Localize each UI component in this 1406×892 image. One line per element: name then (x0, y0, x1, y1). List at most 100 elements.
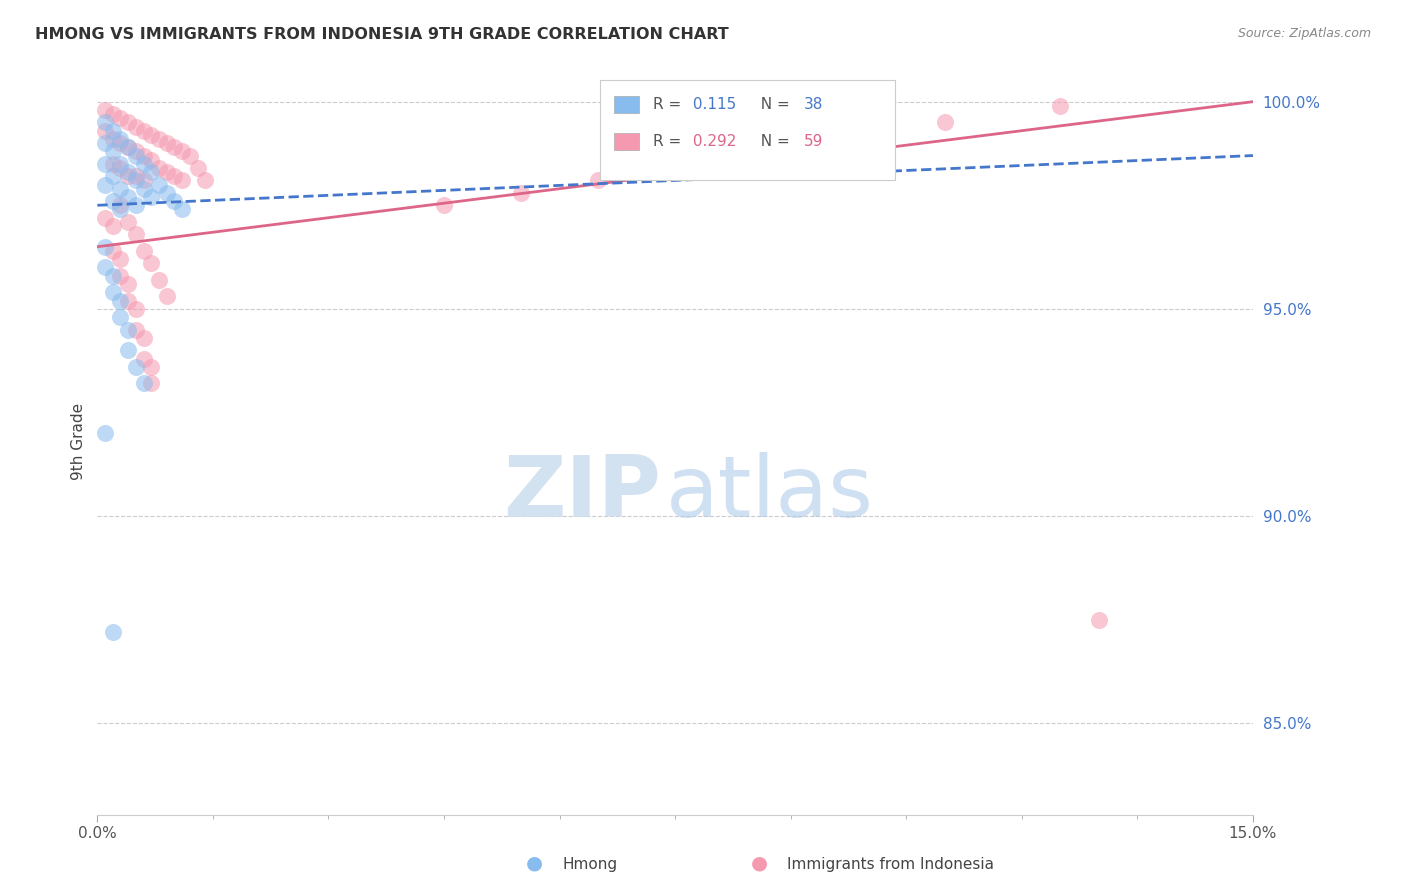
Point (94, 124, 117, 138)
Text: ●: ● (751, 854, 768, 872)
Point (117, 323, 139, 337)
Text: ●: ● (526, 854, 543, 872)
Point (110, 182, 132, 196)
Point (125, 120, 148, 134)
Text: 0.292: 0.292 (688, 134, 737, 149)
Point (117, 140, 139, 154)
Point (141, 128, 163, 142)
Point (141, 256, 163, 270)
Point (172, 145, 194, 159)
Point (163, 140, 186, 154)
Point (101, 132, 124, 146)
Point (141, 359, 163, 374)
Text: HMONG VS IMMIGRANTS FROM INDONESIA 9TH GRADE CORRELATION CHART: HMONG VS IMMIGRANTS FROM INDONESIA 9TH G… (35, 27, 728, 42)
Point (110, 161, 132, 175)
Point (125, 169, 148, 184)
Point (132, 331, 155, 345)
Point (117, 293, 139, 308)
Point (148, 132, 170, 146)
Point (741, 145, 763, 159)
Point (117, 115, 139, 129)
Point (110, 268, 132, 283)
Point (101, 285, 124, 300)
Point (179, 148, 201, 162)
Point (101, 244, 124, 258)
Point (141, 190, 163, 204)
Point (94, 211, 117, 225)
Text: atlas: atlas (666, 452, 875, 535)
Point (94, 178, 117, 192)
Point (156, 165, 179, 179)
Point (148, 161, 170, 175)
Point (664, 157, 686, 171)
Point (110, 198, 132, 212)
Point (110, 293, 132, 308)
Point (125, 323, 148, 337)
Point (148, 178, 170, 192)
Point (101, 625, 124, 640)
Point (148, 273, 170, 287)
Point (125, 173, 148, 187)
Point (132, 124, 155, 138)
Point (94, 136, 117, 150)
Point (125, 198, 148, 212)
Point (1049, 99, 1071, 113)
Point (110, 310, 132, 325)
Text: Hmong: Hmong (562, 857, 617, 872)
Point (101, 145, 124, 159)
Point (125, 301, 148, 316)
Point (94, 115, 117, 129)
Point (934, 115, 956, 129)
Point (163, 194, 186, 208)
Point (125, 148, 148, 162)
Point (132, 351, 155, 366)
Point (156, 136, 179, 150)
FancyBboxPatch shape (600, 79, 894, 180)
Point (101, 268, 124, 283)
Point (101, 124, 124, 138)
Point (818, 132, 841, 146)
Point (94, 260, 117, 275)
Point (132, 173, 155, 187)
Point (117, 169, 139, 184)
Text: N =: N = (751, 97, 794, 112)
Text: Source: ZipAtlas.com: Source: ZipAtlas.com (1237, 27, 1371, 40)
Point (117, 140, 139, 154)
FancyBboxPatch shape (614, 134, 640, 150)
Text: N =: N = (751, 134, 794, 149)
Point (101, 107, 124, 121)
Point (101, 219, 124, 233)
Point (94, 240, 117, 254)
Point (117, 190, 139, 204)
Text: 38: 38 (803, 97, 823, 112)
Point (1088, 613, 1111, 627)
Text: R =: R = (654, 97, 686, 112)
Point (110, 132, 132, 146)
Point (141, 376, 163, 391)
Point (132, 244, 155, 258)
Point (110, 112, 132, 126)
FancyBboxPatch shape (614, 96, 640, 112)
Point (125, 145, 148, 159)
Point (94, 103, 117, 117)
Point (101, 157, 124, 171)
Point (117, 215, 139, 229)
Point (117, 165, 139, 179)
Point (101, 169, 124, 184)
Point (110, 252, 132, 267)
Point (125, 359, 148, 374)
Point (110, 136, 132, 150)
Point (194, 173, 217, 187)
Point (163, 169, 186, 184)
Point (132, 148, 155, 162)
Text: R =: R = (654, 134, 686, 149)
Point (186, 161, 208, 175)
Point (117, 277, 139, 291)
Point (110, 157, 132, 171)
Text: ZIP: ZIP (503, 452, 661, 535)
Point (132, 182, 155, 196)
Point (156, 186, 179, 200)
Point (132, 157, 155, 171)
Point (172, 173, 194, 187)
Point (586, 173, 609, 187)
